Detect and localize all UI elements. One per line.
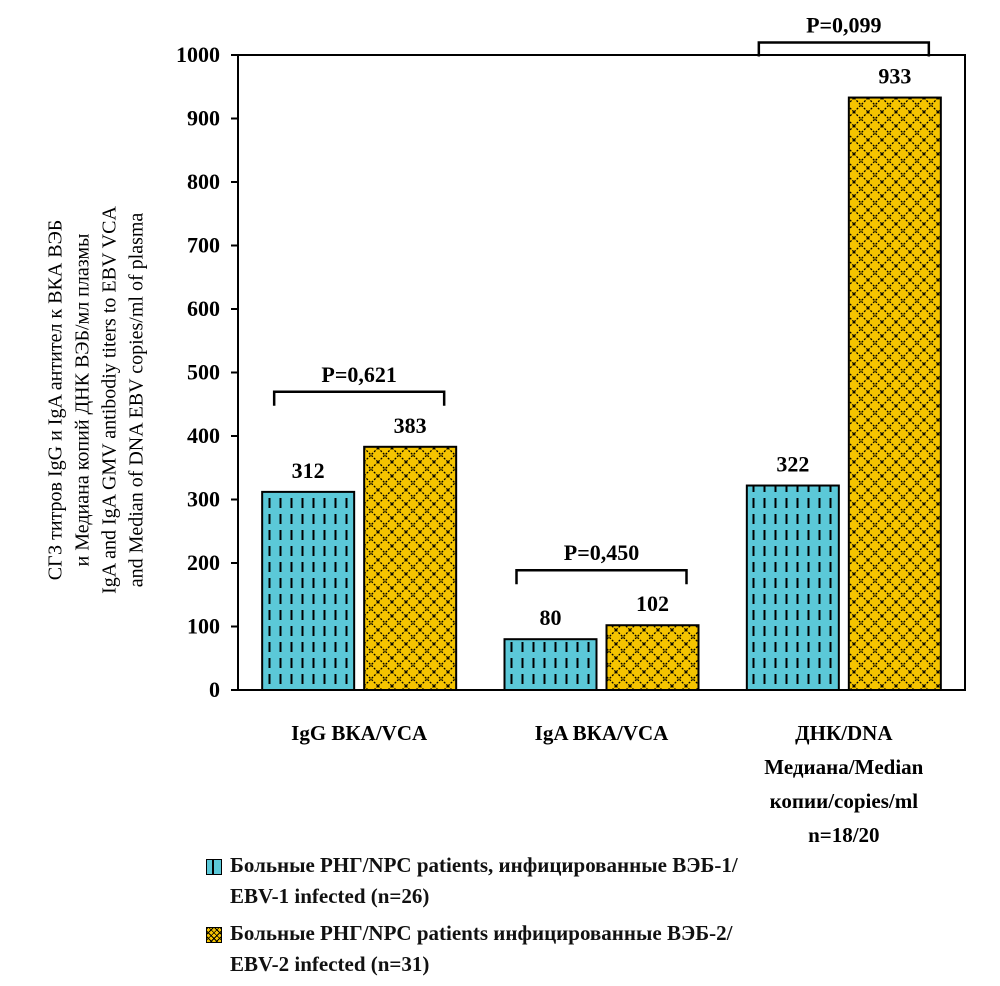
y-axis-label-line-4: and Median of DNA EBV copies/ml of plasm…	[126, 213, 148, 588]
bar-s2-c3	[847, 96, 942, 692]
y-axis-label: СГЗ титров IgG и IgA антител к ВКА ВЭБ и …	[45, 206, 148, 594]
y-tick-label-2: 200	[187, 550, 220, 575]
category-label-3-line-2: Медиана/Median	[764, 755, 923, 779]
bar-s2-c1	[363, 445, 458, 692]
legend: Больные РНГ/NPC patients, инфицированные…	[206, 850, 966, 986]
value-label-s2-c2: 102	[636, 591, 669, 616]
legend-label-ebv1: Больные РНГ/NPC patients, инфицированные…	[230, 853, 738, 908]
p-bracket-2	[515, 568, 688, 585]
y-tick-label-0: 0	[209, 677, 220, 702]
legend-item-ebv2: Больные РНГ/NPC patients инфицированные …	[206, 918, 966, 980]
y-tick-label-7: 700	[187, 233, 220, 258]
p-value-label-2: P=0,450	[564, 540, 639, 565]
bar-s1-c1	[261, 490, 356, 691]
y-axis-label-group: СГЗ титров IgG и IgA антител к ВКА ВЭБ и …	[45, 206, 148, 594]
category-label-2-line-1: IgA ВКА/VCA	[535, 721, 669, 745]
value-label-s2-c1: 383	[394, 413, 427, 438]
y-axis-label-line-1: СГЗ титров IgG и IgA антител к ВКА ВЭБ	[45, 220, 67, 581]
value-label-s2-c3: 933	[878, 64, 911, 89]
category-label-3-line-1: ДНК/DNA	[795, 721, 893, 745]
legend-swatch-ebv1	[206, 859, 222, 875]
value-label-s1-c3: 322	[776, 452, 809, 477]
legend-label-ebv2: Больные РНГ/NPC patients инфицированные …	[230, 921, 733, 976]
bar-s1-c3	[745, 484, 840, 691]
y-tick-label-4: 400	[187, 423, 220, 448]
category-label-3-line-3: копии/copies/ml	[770, 789, 919, 813]
category-label-1-line-1: IgG ВКА/VCA	[291, 721, 428, 745]
y-tick-label-5: 500	[187, 360, 220, 385]
y-tick-label-8: 800	[187, 169, 220, 194]
value-label-s1-c1: 312	[292, 458, 325, 483]
bar-s2-c2	[605, 624, 700, 691]
category-label-3-line-4: n=18/20	[808, 823, 879, 847]
p-bracket-3	[757, 41, 931, 57]
bar-s1-c2	[503, 638, 598, 692]
y-tick-label-10: 1000	[176, 42, 220, 67]
p-value-label-3: P=0,099	[806, 13, 881, 38]
p-value-label-1: P=0,621	[321, 362, 396, 387]
y-tick-label-1: 100	[187, 614, 220, 639]
legend-item-ebv1: Больные РНГ/NPC patients, инфицированные…	[206, 850, 966, 912]
y-axis-label-line-3: IgA and IgA GMV antibodiy titers to EBV …	[99, 206, 121, 594]
y-axis-label-line-2: и Медиана копий ДНК ВЭБ/мл плазмы	[72, 234, 94, 567]
y-tick-label-9: 900	[187, 106, 220, 131]
value-label-s1-c2: 80	[540, 605, 562, 630]
legend-swatch-ebv2	[206, 927, 222, 943]
y-tick-label-6: 600	[187, 296, 220, 321]
p-bracket-1	[272, 390, 446, 406]
y-tick-label-3: 300	[187, 487, 220, 512]
